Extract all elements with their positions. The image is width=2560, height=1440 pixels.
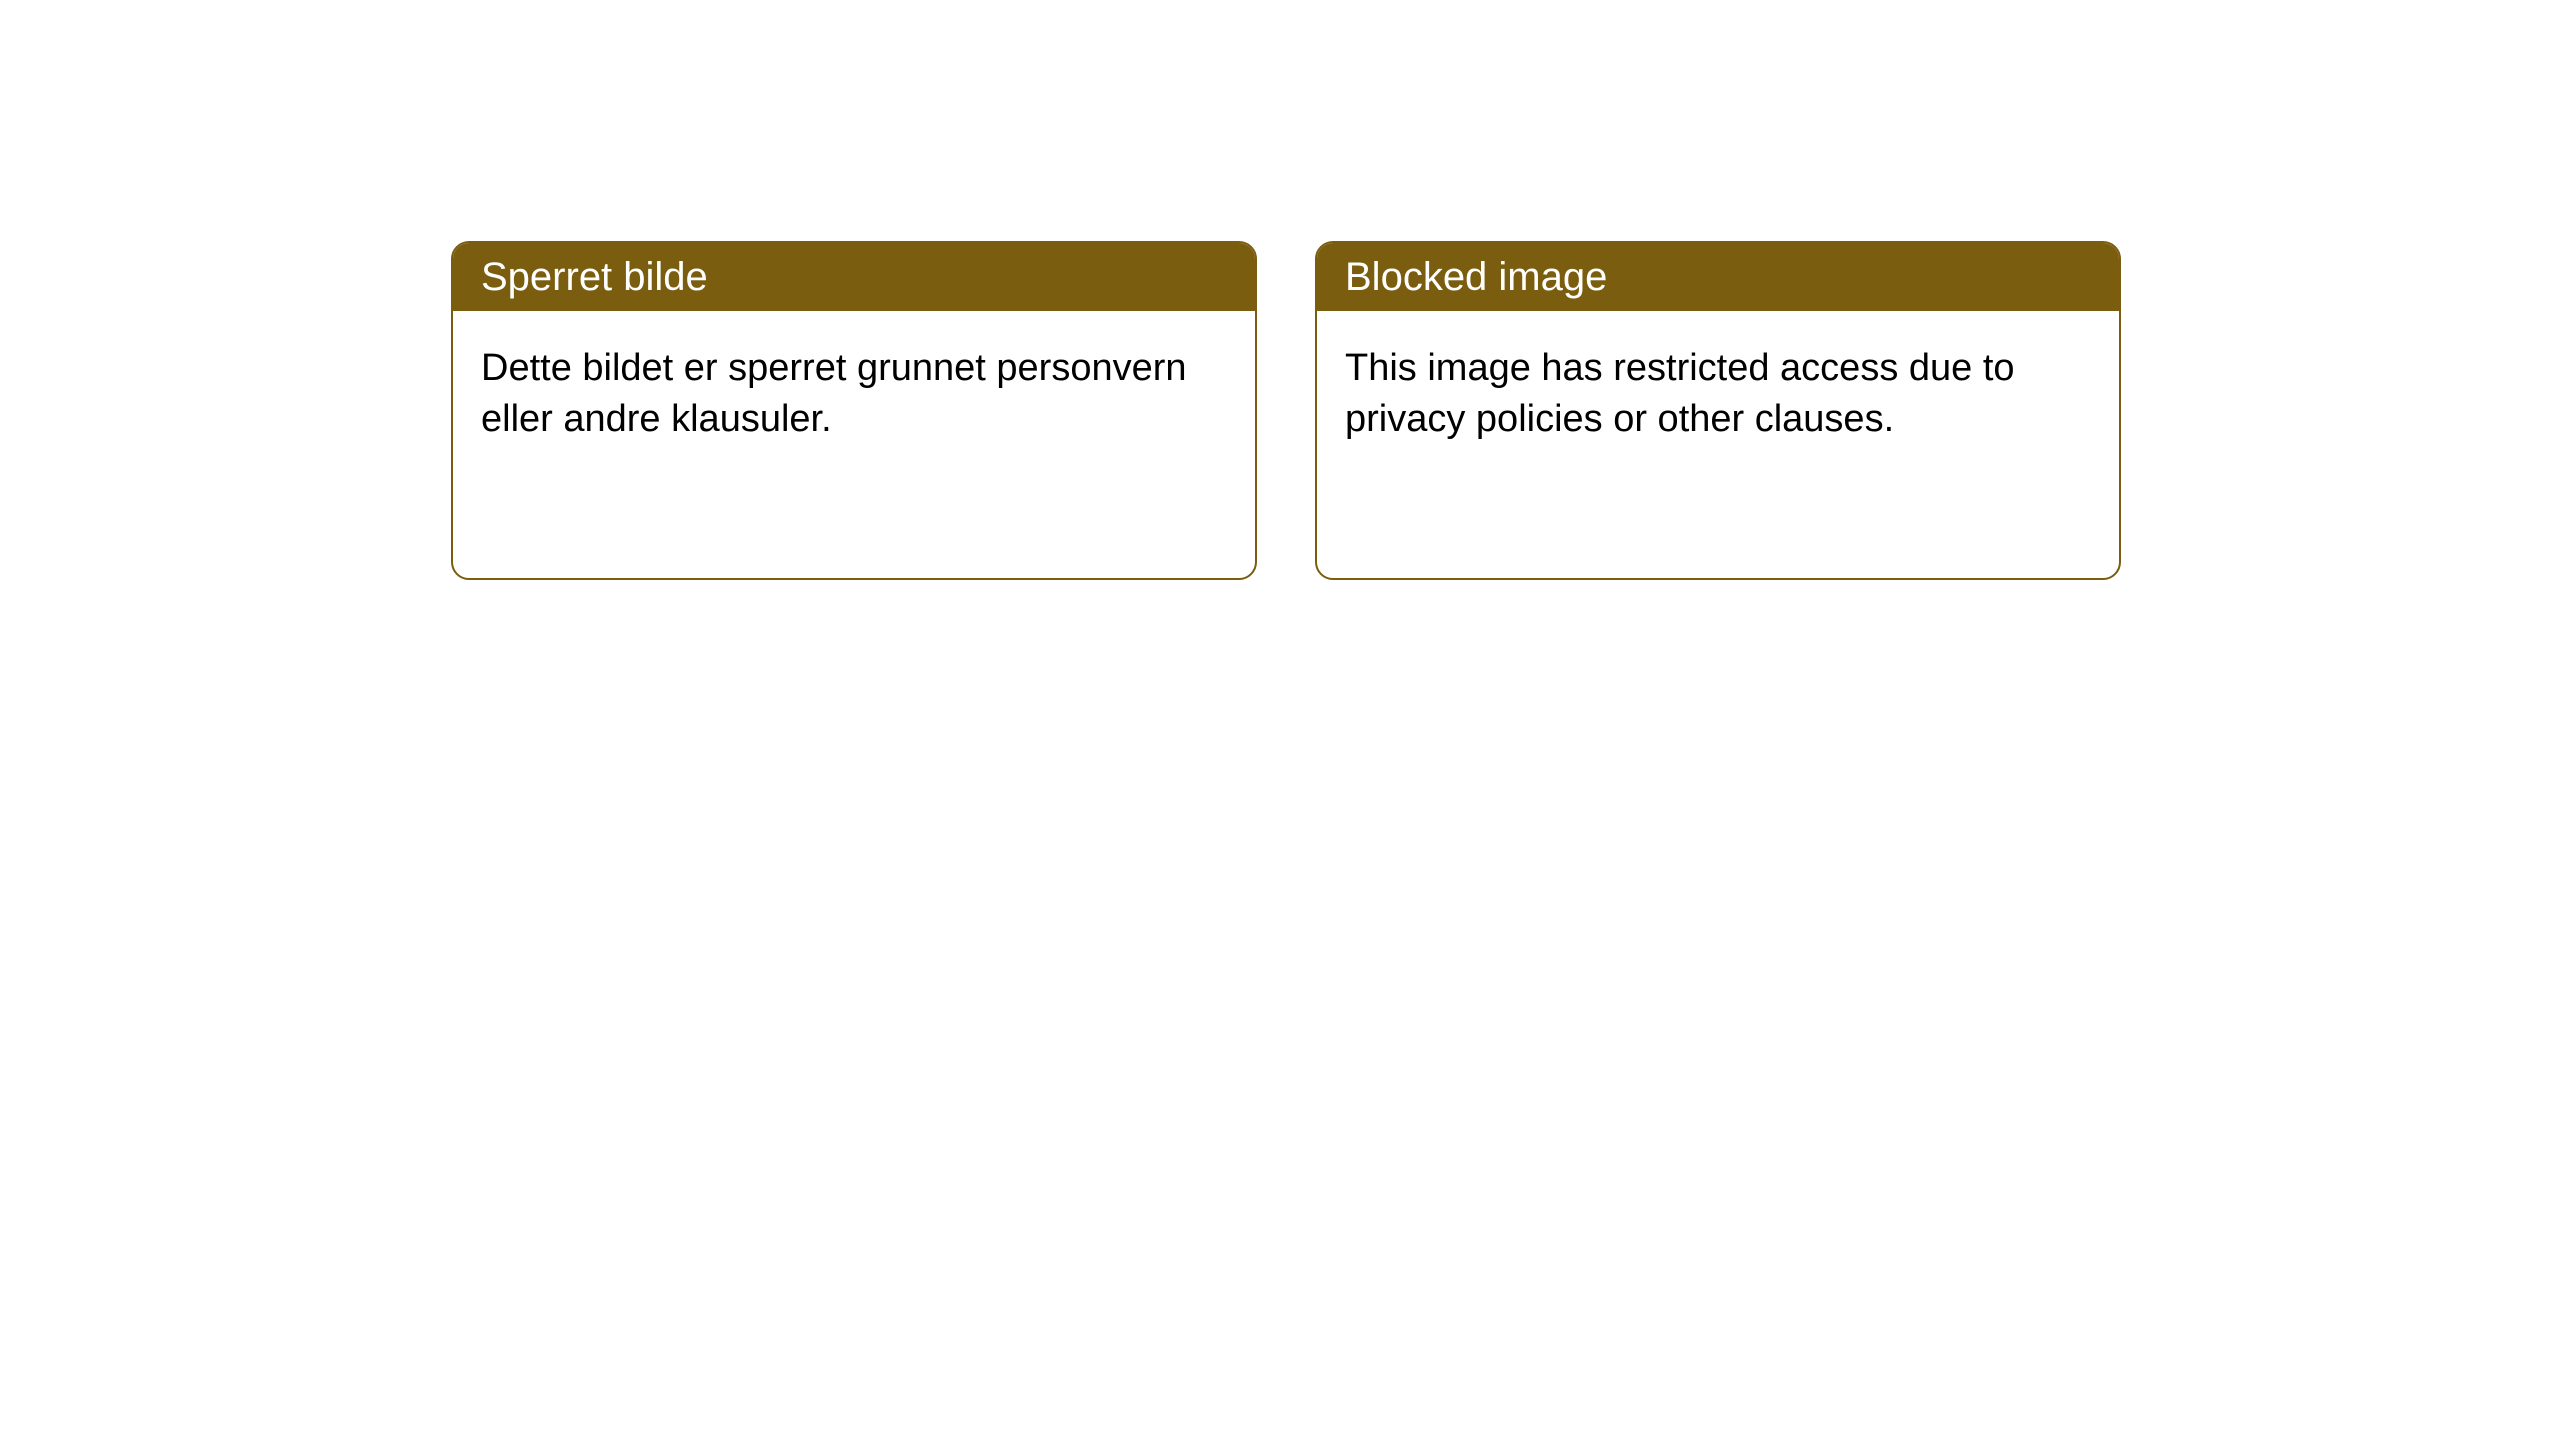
card-body: This image has restricted access due to … bbox=[1317, 311, 2119, 478]
card-body: Dette bildet er sperret grunnet personve… bbox=[453, 311, 1255, 478]
notice-card-english: Blocked image This image has restricted … bbox=[1315, 241, 2121, 580]
notice-card-norwegian: Sperret bilde Dette bildet er sperret gr… bbox=[451, 241, 1257, 580]
card-header: Sperret bilde bbox=[453, 243, 1255, 311]
card-header: Blocked image bbox=[1317, 243, 2119, 311]
notice-cards-container: Sperret bilde Dette bildet er sperret gr… bbox=[451, 241, 2121, 580]
